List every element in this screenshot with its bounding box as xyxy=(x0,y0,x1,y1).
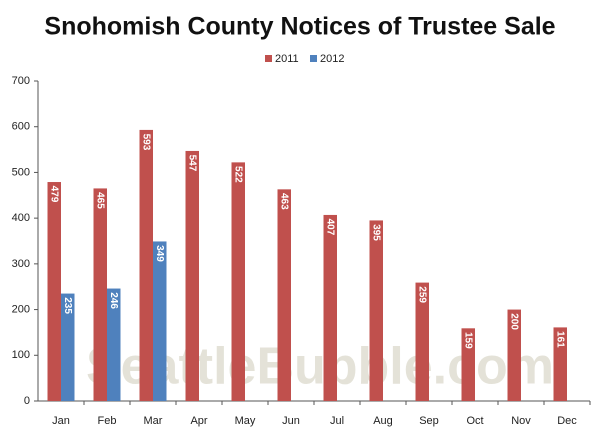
bar xyxy=(461,328,475,401)
bar xyxy=(139,129,153,401)
bar xyxy=(185,150,199,401)
y-tick-label: 100 xyxy=(12,349,30,361)
data-label: 479 xyxy=(49,186,60,203)
bar xyxy=(93,188,107,401)
legend-swatch xyxy=(310,55,317,62)
x-tick-label: Oct xyxy=(466,415,483,427)
bar xyxy=(415,282,429,401)
x-tick-label: Jul xyxy=(330,415,344,427)
bar xyxy=(231,162,245,401)
x-tick-label: Feb xyxy=(98,415,117,427)
y-tick-label: 600 xyxy=(12,121,30,133)
bar xyxy=(553,327,567,401)
bar xyxy=(47,182,61,401)
bar xyxy=(277,189,291,401)
bar xyxy=(507,309,521,401)
data-label: 159 xyxy=(463,332,474,349)
y-tick-label: 500 xyxy=(12,166,30,178)
x-tick-label: Jan xyxy=(52,415,70,427)
data-label: 593 xyxy=(141,134,152,151)
y-tick-label: 300 xyxy=(12,258,30,270)
legend-swatch xyxy=(265,55,272,62)
bar xyxy=(369,220,383,401)
x-tick-label: Apr xyxy=(190,415,207,427)
x-tick-label: Dec xyxy=(557,415,577,427)
y-tick-label: 200 xyxy=(12,303,30,315)
y-tick-label: 0 xyxy=(24,395,30,407)
data-label: 522 xyxy=(233,166,244,183)
legend-label: 2011 xyxy=(275,53,299,65)
y-tick-label: 700 xyxy=(12,75,30,87)
y-tick-label: 400 xyxy=(12,212,30,224)
x-tick-label: Sep xyxy=(419,415,439,427)
bar xyxy=(61,293,75,401)
data-label: 235 xyxy=(62,297,73,314)
legend-label: 2012 xyxy=(320,53,344,65)
x-tick-label: Mar xyxy=(144,415,163,427)
bar xyxy=(323,214,337,401)
data-label: 465 xyxy=(95,192,106,209)
data-label: 259 xyxy=(417,286,428,303)
x-tick-label: Aug xyxy=(373,415,393,427)
data-label: 161 xyxy=(555,331,566,348)
data-label: 246 xyxy=(108,292,119,309)
data-label: 395 xyxy=(371,224,382,241)
bar xyxy=(153,241,167,401)
data-label: 349 xyxy=(154,245,165,262)
bar xyxy=(107,288,121,401)
x-tick-label: May xyxy=(235,415,256,427)
data-label: 463 xyxy=(279,193,290,210)
x-tick-label: Jun xyxy=(282,415,300,427)
chart-title: Snohomish County Notices of Trustee Sale xyxy=(44,13,555,41)
data-label: 547 xyxy=(187,155,198,172)
data-label: 407 xyxy=(325,219,336,236)
x-tick-label: Nov xyxy=(511,415,531,427)
data-label: 200 xyxy=(509,313,520,330)
